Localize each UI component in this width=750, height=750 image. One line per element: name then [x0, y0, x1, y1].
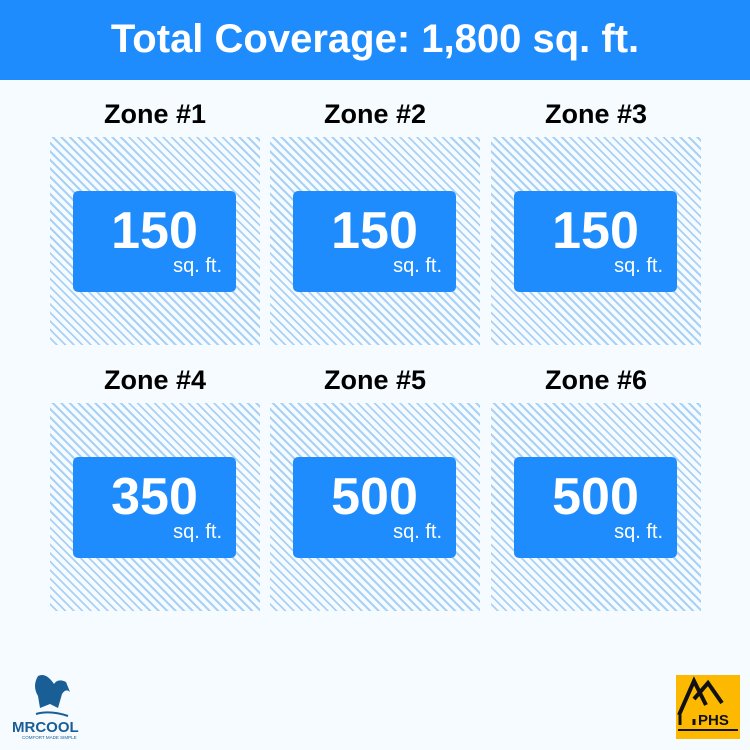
zone-value: 350: [111, 468, 198, 526]
zone-card: 150 sq. ft.: [293, 191, 456, 292]
zone-area: 150 sq. ft.: [491, 137, 701, 345]
zone-area: 350 sq. ft.: [50, 403, 260, 611]
zone-title: Zone #1: [103, 99, 207, 129]
zone-title: Zone #6: [544, 365, 648, 395]
zone-unit: sq. ft.: [614, 255, 663, 277]
zone-title: Zone #2: [323, 99, 427, 129]
zone-title: Zone #3: [544, 99, 648, 129]
zone-unit: sq. ft.: [393, 255, 442, 277]
zone-title: Zone #4: [103, 365, 207, 395]
zone-unit: sq. ft.: [393, 521, 442, 543]
zone-value: 150: [552, 202, 639, 260]
mrcool-logo: MRCOOL COMFORT MADE SIMPLE: [10, 668, 115, 740]
page-title: Total Coverage: 1,800 sq. ft.: [0, 0, 750, 80]
svg-text:COMFORT MADE SIMPLE: COMFORT MADE SIMPLE: [22, 735, 77, 740]
zone-value: 500: [331, 468, 418, 526]
zone-area: 500 sq. ft.: [491, 403, 701, 611]
svg-text:MRCOOL: MRCOOL: [12, 719, 79, 736]
svg-text:PHS: PHS: [698, 712, 729, 729]
zone-card: 150 sq. ft.: [73, 191, 236, 292]
zone-area: 150 sq. ft.: [270, 137, 480, 345]
zone-value: 150: [111, 202, 198, 260]
zone-value: 150: [331, 202, 418, 260]
zone-unit: sq. ft.: [173, 255, 222, 277]
zone-card: 150 sq. ft.: [514, 191, 677, 292]
phs-logo: PHS: [676, 675, 740, 739]
zone-card: 500 sq. ft.: [293, 457, 456, 558]
zone-unit: sq. ft.: [614, 521, 663, 543]
zone-area: 500 sq. ft.: [270, 403, 480, 611]
zone-area: 150 sq. ft.: [50, 137, 260, 345]
zone-value: 500: [552, 468, 639, 526]
zone-card: 500 sq. ft.: [514, 457, 677, 558]
zone-card: 350 sq. ft.: [73, 457, 236, 558]
zone-title: Zone #5: [323, 365, 427, 395]
zone-unit: sq. ft.: [173, 521, 222, 543]
